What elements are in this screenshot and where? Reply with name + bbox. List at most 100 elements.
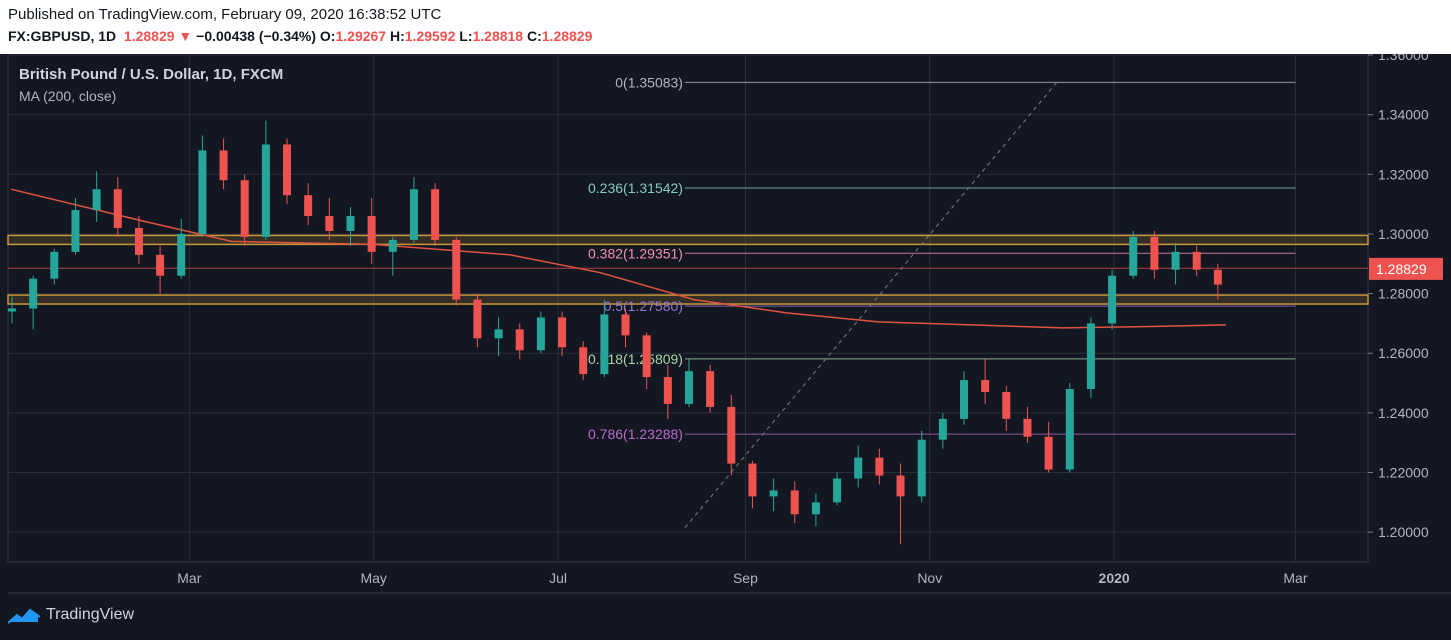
y-tick-label: 1.30000 [1378,226,1429,242]
plot-area [7,54,1369,563]
y-tick-label: 1.36000 [1378,54,1429,63]
candle-body [790,490,799,515]
candle-body [981,380,990,393]
candle-body [1065,389,1074,470]
x-tick-label: May [360,570,386,586]
fib-label: 0.236(1.31542) [588,180,683,196]
candle-body [642,335,651,378]
candle-body [1044,436,1053,470]
high-value: 1.29592 [404,28,456,44]
candle-body [367,216,376,252]
current-price-tag [1369,257,1443,280]
y-tick-label: 1.32000 [1378,166,1429,182]
fib-label: 0.382(1.29351) [588,245,683,261]
publish-header: Published on TradingView.com, February 0… [0,0,1451,54]
tradingview-logo-icon [8,608,40,624]
symbol-line: FX:GBPUSD, 1D 1.28829 ▼ −0.00438 (−0.34%… [8,28,592,44]
candle-body [473,299,482,339]
candle-body [1213,269,1222,285]
x-tick-label: Mar [177,570,201,586]
candle-body [938,418,947,440]
y-tick-label: 1.20000 [1378,524,1429,540]
candle-body [431,189,440,240]
high-label: H: [389,28,405,44]
symbol-name: FX:GBPUSD, 1D [8,28,117,44]
candle-body [177,233,186,276]
y-tick-label: 1.24000 [1378,405,1429,421]
candle-body [92,189,101,211]
candle-body [875,457,884,476]
chart-legend-title: British Pound / U.S. Dollar, 1D, FXCM [19,66,284,83]
brand-name: TradingView [46,606,135,623]
price-chart[interactable]: 0(1.35083) 0.236(1.31542) 0.382(1.29351) 0.… [0,54,1451,640]
open-value: 1.29267 [335,28,387,44]
brand-logo[interactable]: TradingView [8,606,134,624]
fib-label: 0.618(1.25809) [588,351,683,367]
sr-zone [7,234,1369,246]
x-tick-label: Mar [1283,570,1307,586]
candle-body [748,463,757,497]
x-tick-label: Nov [917,570,942,586]
candle-body [494,329,503,339]
candle-body [811,502,820,515]
candle-body [283,144,292,196]
candle-body [1171,251,1180,270]
candle-body [29,278,38,309]
candle-body [684,371,693,404]
y-tick-label: 1.28000 [1378,286,1429,302]
candle-body [1023,418,1032,437]
candle-body [134,227,143,255]
low-value: 1.28818 [472,28,524,44]
candle-body [600,314,609,375]
candle-body [1108,275,1117,324]
candle-body [960,380,968,419]
fib-trend-line [684,82,1058,529]
candle-body [8,308,16,312]
candle-body [71,210,80,252]
candle-body [854,457,863,479]
candle-body [1002,392,1011,419]
down-arrow-icon: ▼ [178,28,193,44]
x-tick-label: Jul [549,570,567,586]
candle-body [452,239,461,300]
candle-body [156,254,165,276]
y-tick-label: 1.34000 [1378,107,1429,123]
candle-body [304,195,313,217]
fib-label: 0.786(1.23288) [588,426,683,442]
published-info: Published on TradingView.com, February 0… [8,6,442,23]
candle-body [1129,236,1138,276]
fib-label: 0(1.35083) [615,74,683,90]
candle-body [833,478,842,503]
candle-body [769,490,778,497]
x-tick-label: 2020 [1099,570,1130,586]
candle-body [621,314,630,336]
candle-body [219,150,228,181]
candle-body [113,189,122,228]
y-tick-label: 1.26000 [1378,345,1429,361]
candle-body [536,317,545,351]
price-change: −0.00438 (−0.34%) [196,28,317,44]
candle-body [1086,323,1095,390]
ma-200-line [10,188,1227,329]
close-value: 1.28829 [541,28,593,44]
candle-body [515,329,524,351]
candle-body [917,439,926,497]
candle-body [1192,251,1201,270]
y-tick-label: 1.22000 [1378,465,1429,481]
current-price-label: 1.28829 [1376,261,1427,277]
last-price: 1.28829 [123,28,175,44]
candle-body [388,239,397,252]
candle-body [727,406,736,464]
candle-body [346,216,355,231]
candle-body [558,317,567,348]
candle-body [579,347,588,375]
fib-label: 0.5(1.27580) [604,298,683,314]
candle-body [1150,236,1159,270]
candle-body [50,251,59,279]
candle-body [706,371,715,407]
candle-body [240,180,249,237]
sr-zone [7,294,1369,305]
close-label: C: [526,28,542,44]
candle-body [409,189,418,240]
candle-body [896,475,905,497]
